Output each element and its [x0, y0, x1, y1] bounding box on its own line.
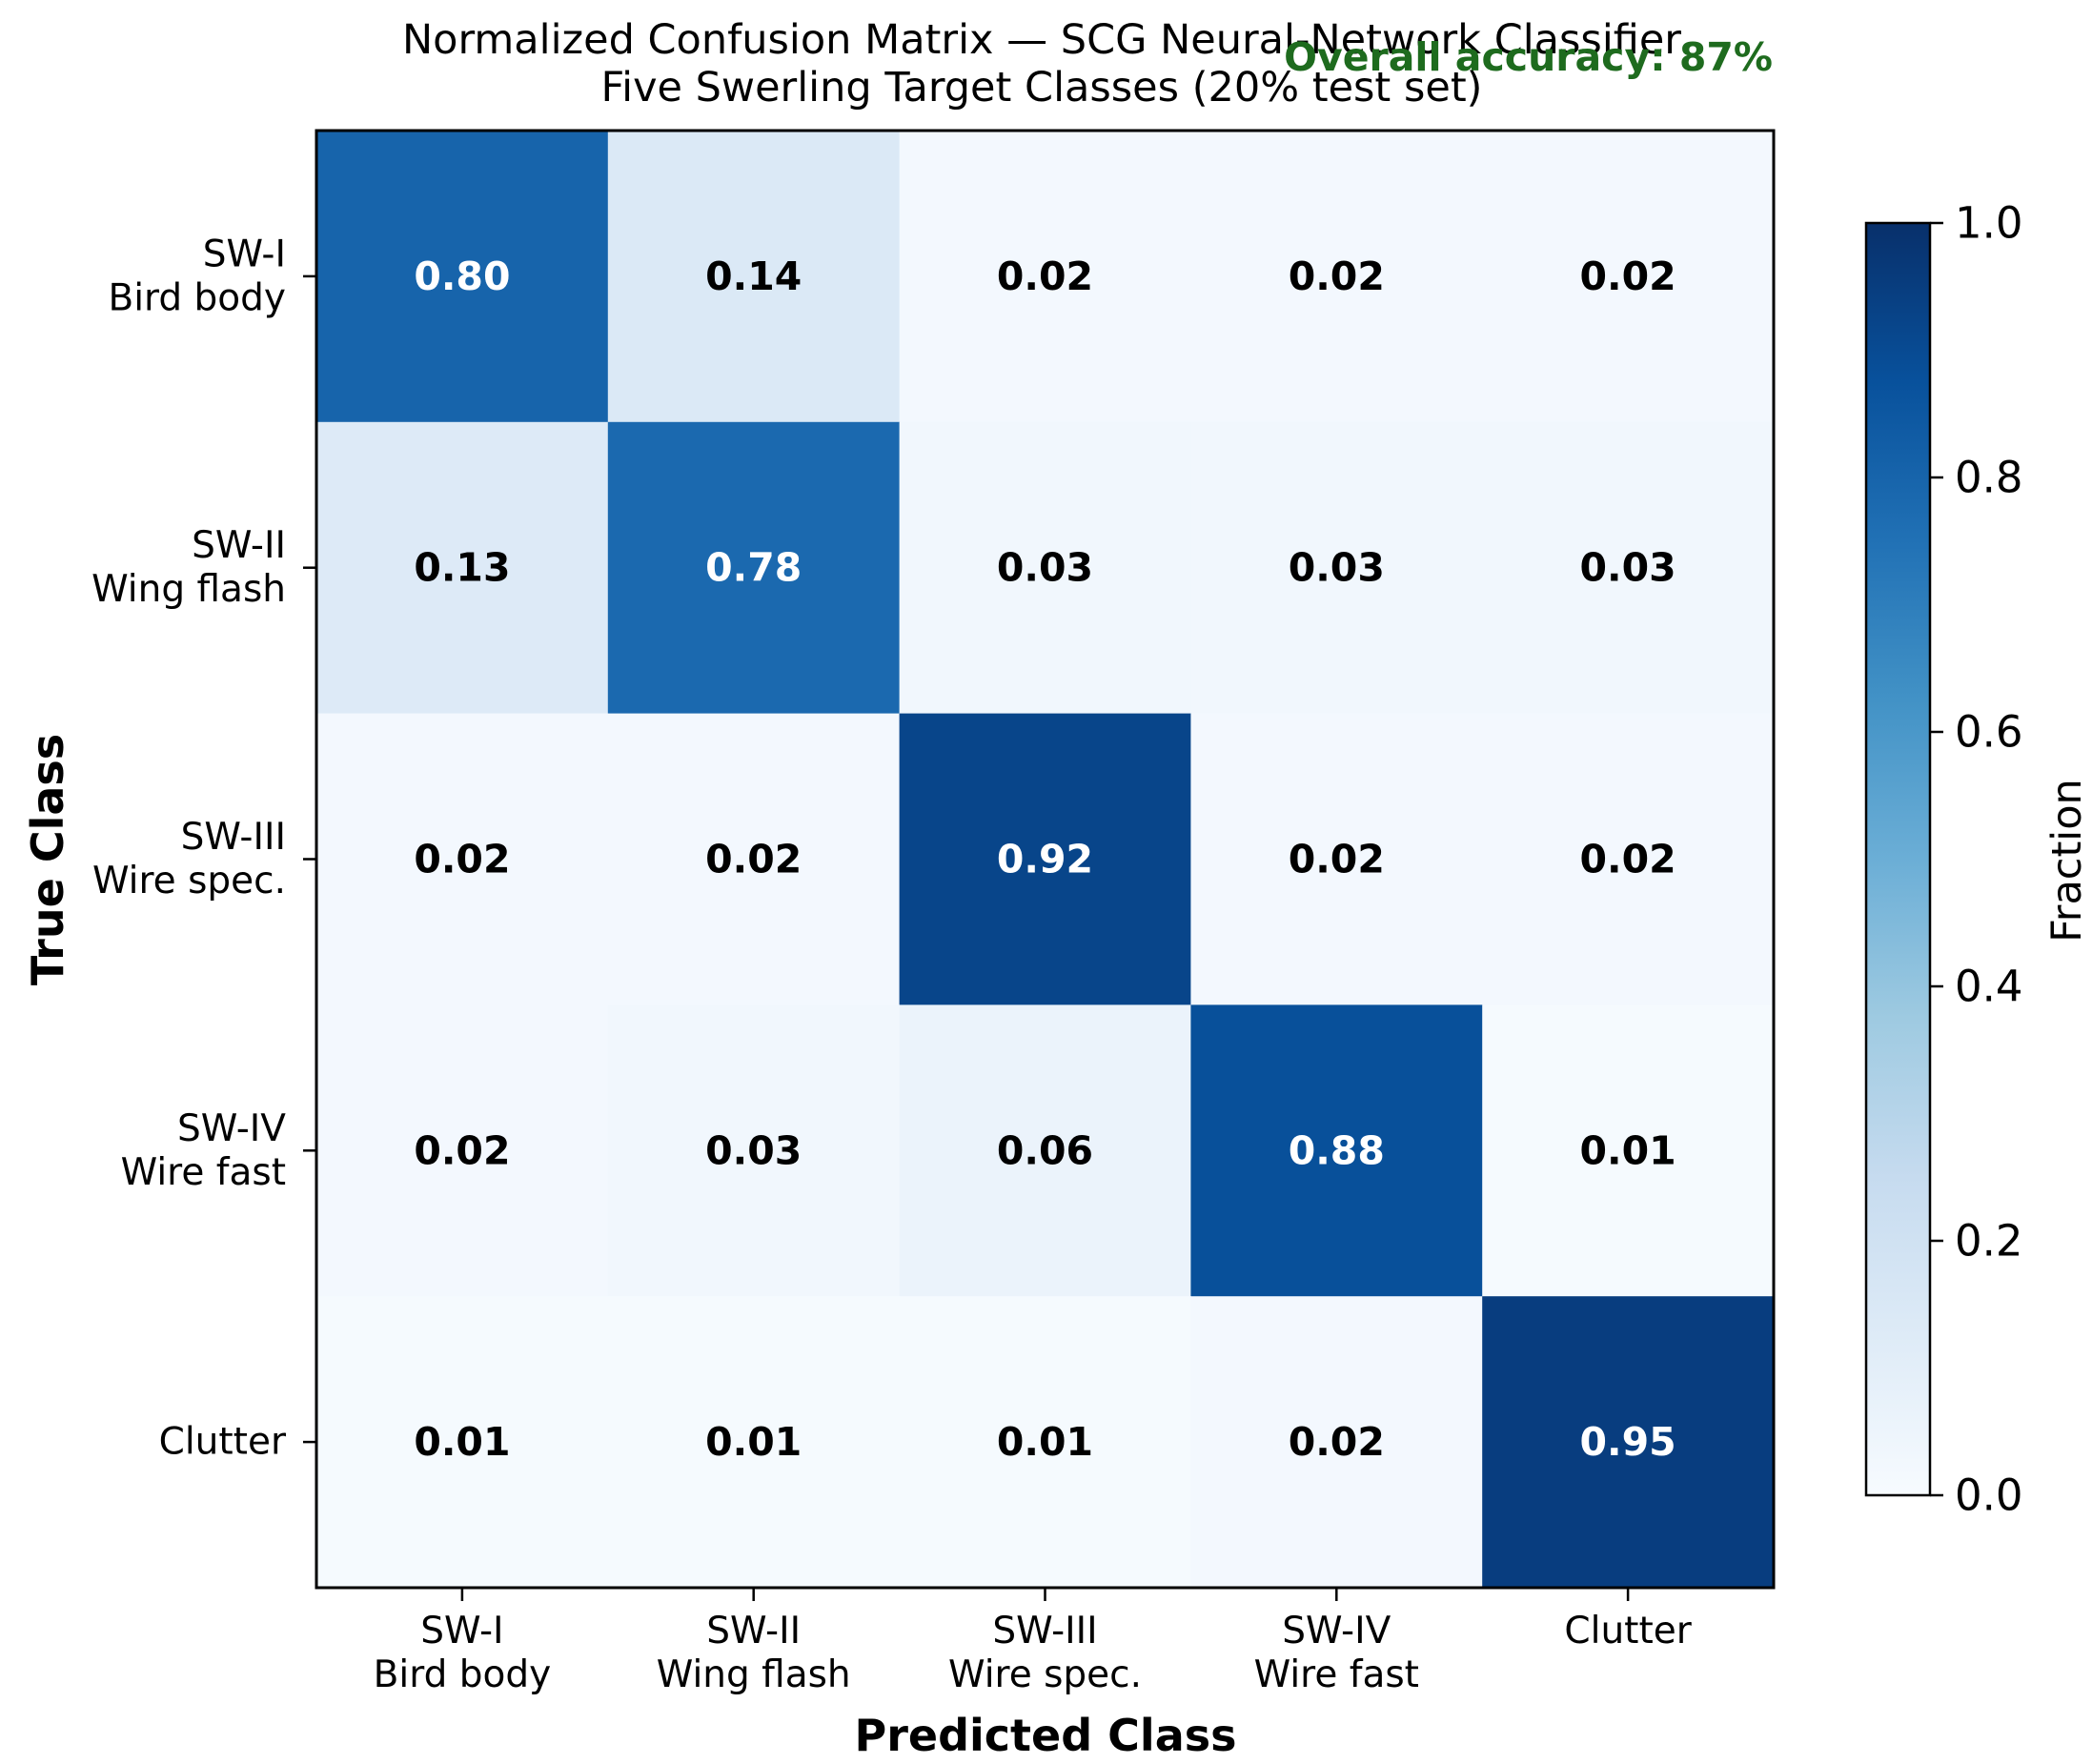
x-axis-label: Predicted Class [854, 1710, 1236, 1761]
y-tick-label: SW-IV [177, 1107, 286, 1150]
matrix-cell-value: 0.02 [414, 1127, 510, 1173]
matrix-cell [607, 1296, 901, 1589]
overall-accuracy-annotation: Overall accuracy: 87% [1284, 34, 1773, 80]
x-tick-label: Clutter [1564, 1610, 1692, 1652]
matrix-cell [1482, 131, 1775, 423]
matrix-cell-value: 0.78 [705, 545, 802, 591]
x-tick-label: Wire fast [1254, 1653, 1419, 1696]
matrix-cell [316, 131, 609, 423]
matrix-cell [899, 1004, 1191, 1297]
colorbar: 0.0 0.2 0.4 0.6 0.8 1.0 Fraction [1864, 198, 2091, 1521]
y-axis-label: True Class [22, 734, 73, 985]
matrix-cell [1482, 1296, 1775, 1589]
matrix-cell-value: 0.92 [997, 837, 1093, 882]
matrix-cell-value: 0.14 [705, 253, 802, 299]
matrix-cell-labels: 0.80 0.14 0.02 0.02 0.02 0.13 0.78 0.03 0.03 0.03… [414, 253, 1676, 1465]
chart-title: Normalized Confusion Matrix — SCG Neural… [402, 16, 1681, 64]
y-tick-label: SW-I [203, 233, 286, 275]
x-tick-label: SW-III [992, 1610, 1097, 1652]
matrix-cell-value: 0.03 [705, 1127, 802, 1173]
matrix-cell-value: 0.02 [1289, 1419, 1385, 1465]
matrix-cell [1482, 421, 1775, 715]
matrix-cell-value: 0.06 [997, 1127, 1093, 1173]
matrix-cell [607, 131, 901, 423]
matrix-cell [316, 421, 609, 715]
matrix-cell [899, 713, 1191, 1005]
colorbar-tick-label: 0.0 [1955, 1470, 2023, 1521]
matrix-cells [316, 131, 1775, 1589]
matrix-cell [1482, 1004, 1775, 1297]
colorbar-label: Fraction [2043, 779, 2091, 943]
matrix-cell-value: 0.13 [414, 545, 510, 591]
y-tick-label: SW-III [181, 816, 286, 859]
matrix-cell [899, 131, 1191, 423]
matrix-cell-value: 0.02 [1580, 837, 1676, 882]
y-tick-label: Wire spec. [92, 860, 286, 902]
matrix-cell [607, 713, 901, 1005]
matrix-cell-value: 0.02 [997, 253, 1093, 299]
x-tick-label: SW-I [420, 1610, 503, 1652]
y-tick-label: SW-II [192, 524, 286, 567]
matrix-cell-value: 0.88 [1289, 1127, 1385, 1173]
matrix-cell-value: 0.01 [705, 1419, 802, 1465]
matrix-cell [316, 713, 609, 1005]
y-tick-label: Wing flash [91, 568, 286, 611]
matrix-cell-value: 0.02 [414, 837, 510, 882]
matrix-cell-value: 0.01 [1580, 1127, 1676, 1173]
matrix-cell [1190, 1004, 1483, 1297]
matrix-cell [1190, 713, 1483, 1005]
x-tick-label: Wing flash [657, 1653, 851, 1696]
matrix-cell [607, 421, 901, 715]
x-tick-label: Bird body [374, 1653, 552, 1696]
matrix-cell-value: 0.02 [1289, 837, 1385, 882]
matrix-cell-value: 0.03 [1580, 545, 1676, 591]
matrix-cell-value: 0.01 [414, 1419, 510, 1465]
colorbar-tick-label: 0.4 [1955, 962, 2023, 1012]
matrix-cell [1482, 713, 1775, 1005]
matrix-cell [899, 421, 1191, 715]
x-tick-label: SW-II [706, 1610, 801, 1652]
chart-subtitle: Five Swerling Target Classes (20% test s… [601, 64, 1483, 112]
y-tick-label: Clutter [159, 1421, 287, 1464]
matrix-cell-value: 0.02 [1289, 253, 1385, 299]
matrix-cell-value: 0.80 [414, 253, 510, 299]
x-tick-label: SW-IV [1282, 1610, 1391, 1652]
y-tick-label: Wire fast [121, 1151, 286, 1194]
matrix-cell [316, 1296, 609, 1589]
colorbar-tick-label: 0.2 [1955, 1216, 2023, 1267]
matrix-cell-value: 0.01 [997, 1419, 1093, 1465]
y-tick-label: Bird body [108, 276, 286, 319]
matrix-cell-value: 0.03 [997, 545, 1093, 591]
colorbar-gradient [1864, 221, 1932, 1497]
matrix-cell-value: 0.03 [1289, 545, 1385, 591]
x-tick-label: Wire spec. [948, 1653, 1142, 1696]
colorbar-tick-label: 1.0 [1955, 198, 2023, 249]
matrix-cell [1190, 1296, 1483, 1589]
matrix-cell [1190, 421, 1483, 715]
matrix-cell [316, 1004, 609, 1297]
matrix-cell-value: 0.02 [1580, 253, 1676, 299]
matrix-cell [607, 1004, 901, 1297]
colorbar-tick-label: 0.8 [1955, 453, 2023, 503]
colorbar-tick-label: 0.6 [1955, 707, 2023, 758]
matrix-cell [1190, 131, 1483, 423]
matrix-cell [899, 1296, 1191, 1589]
matrix-cell-value: 0.02 [705, 837, 802, 882]
matrix-cell-value: 0.95 [1580, 1419, 1676, 1465]
colorbar-ticks: 0.0 0.2 0.4 0.6 0.8 1.0 [1930, 198, 2023, 1521]
